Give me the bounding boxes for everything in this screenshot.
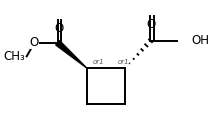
Polygon shape	[56, 41, 87, 68]
Text: O: O	[147, 18, 156, 31]
Text: OH: OH	[191, 34, 209, 47]
Text: or1: or1	[93, 59, 104, 65]
Text: O: O	[54, 22, 63, 34]
Text: or1: or1	[118, 59, 129, 65]
Text: CH₃: CH₃	[3, 50, 25, 63]
Text: O: O	[30, 36, 39, 49]
